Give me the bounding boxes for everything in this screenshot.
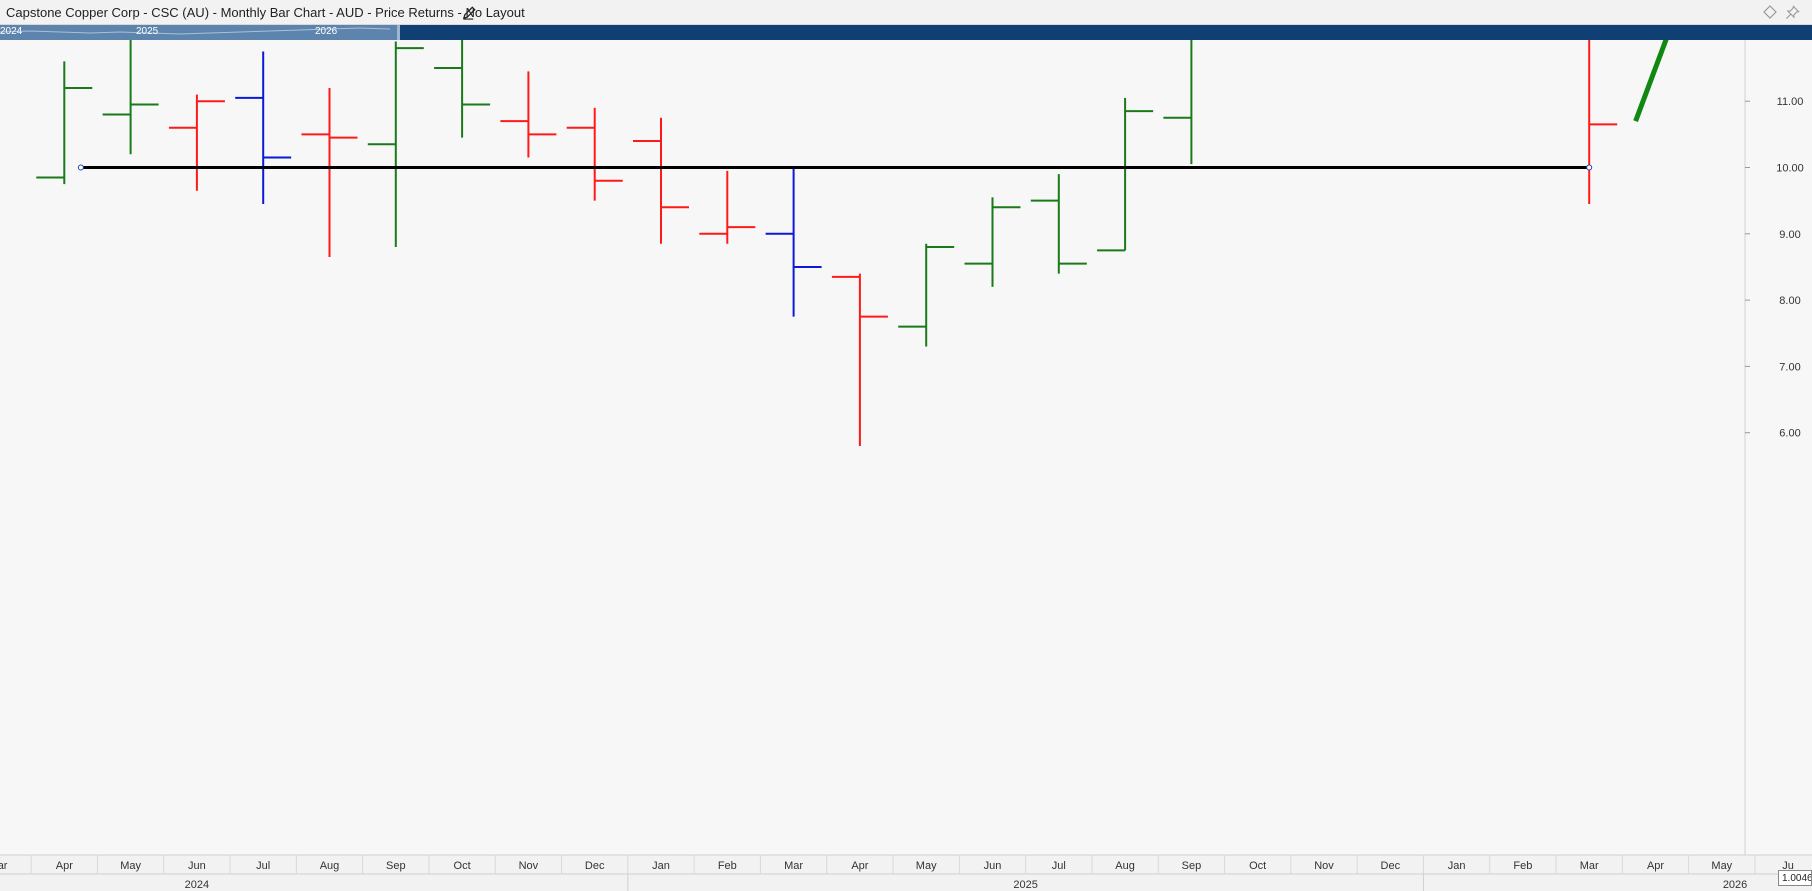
navigator-sparkline: [0, 27, 391, 35]
x-month-label: May: [120, 860, 141, 872]
ohlc-bar[interactable]: [633, 117, 689, 244]
x-year-label: 2025: [1013, 879, 1037, 891]
navigator-label-2024: 2024: [0, 26, 23, 37]
y-tick-label: 10.00: [1776, 163, 1804, 175]
support-line-handle-start[interactable]: [77, 164, 84, 171]
ohlc-bar[interactable]: [765, 167, 822, 317]
navigator-label-2026: 2026: [315, 26, 338, 37]
current-price-label: 1.0046: [1778, 870, 1812, 886]
x-month-label: Nov: [519, 860, 539, 872]
time-axis: Mar Apr May Jun Jul Aug Sep Oct Nov Dec Jan Feb Mar A…: [0, 854, 1812, 891]
x-month-label: Jun: [188, 860, 206, 872]
ohlc-bar[interactable]: [235, 51, 292, 204]
ohlc-bar[interactable]: [1030, 174, 1087, 274]
x-month-label: Sep: [1182, 860, 1202, 872]
y-tick-label: 6.00: [1779, 428, 1800, 440]
x-month-label: Jan: [652, 860, 670, 872]
price-axis: 6.007.008.009.0010.0011.0012.0013.0014.0…: [1744, 40, 1804, 855]
x-month-label: Feb: [718, 860, 737, 872]
support-line[interactable]: [77, 164, 1593, 171]
x-month-label: Mar: [784, 860, 803, 872]
ohlc-bar[interactable]: [964, 197, 1021, 287]
x-month-label: Mar: [0, 860, 8, 872]
ohlc-bar[interactable]: [168, 94, 225, 191]
ohlc-bar[interactable]: [566, 107, 623, 201]
x-month-label: May: [1711, 860, 1732, 872]
ohlc-bar[interactable]: [367, 41, 424, 248]
x-month-label: Sep: [386, 860, 406, 872]
chart-title: Capstone Copper Corp - CSC (AU) - Monthl…: [6, 5, 525, 20]
x-month-label: Jan: [1448, 860, 1466, 872]
y-tick-label: 7.00: [1779, 361, 1800, 373]
x-month-label: Oct: [454, 860, 471, 872]
navigator-handle[interactable]: [397, 25, 400, 40]
ohlc-bar[interactable]: [1163, 40, 1219, 165]
x-year-label: 2026: [1723, 879, 1747, 891]
x-year-label: 2024: [185, 879, 209, 891]
navigator-window[interactable]: 2024 2025 2026: [0, 25, 400, 40]
ohlc-bar[interactable]: [1561, 40, 1618, 204]
x-month-label: Apr: [851, 860, 868, 872]
x-month-label: Jul: [1052, 860, 1066, 872]
x-month-label: Jun: [984, 860, 1002, 872]
x-month-label: Oct: [1249, 860, 1266, 872]
ohlc-bar[interactable]: [434, 40, 491, 138]
ohlc-bar[interactable]: [36, 61, 93, 185]
ohlc-chart[interactable]: 6.007.008.009.0010.0011.0012.0013.0014.0…: [0, 40, 1812, 891]
ohlc-bar[interactable]: [898, 243, 955, 347]
trend-arrow-shaft: [1633, 40, 1669, 122]
ohlc-bar[interactable]: [1097, 97, 1154, 252]
x-month-label: Apr: [1647, 860, 1664, 872]
ohlc-bar[interactable]: [500, 71, 557, 158]
y-tick-label: 8.00: [1779, 295, 1800, 307]
x-month-label: Dec: [1381, 860, 1401, 872]
x-month-label: Dec: [585, 860, 605, 872]
y-tick-label: 9.00: [1779, 229, 1800, 241]
x-month-label: Apr: [56, 860, 73, 872]
y-tick-label: 12.00: [1776, 40, 1804, 42]
price-bars: [36, 40, 1618, 446]
x-month-label: Nov: [1314, 860, 1334, 872]
ohlc-bar[interactable]: [831, 273, 888, 446]
timeline-navigator[interactable]: 2024 2025 2026: [0, 25, 1812, 40]
annotations: [77, 40, 1740, 171]
x-month-label: Ju: [1782, 860, 1794, 872]
trend-arrow[interactable]: [1633, 40, 1740, 122]
x-month-label: May: [916, 860, 937, 872]
diamond-icon[interactable]: [1763, 5, 1777, 19]
ohlc-bar[interactable]: [301, 87, 358, 258]
chart-title-bar: Capstone Copper Corp - CSC (AU) - Monthl…: [0, 0, 1812, 25]
x-month-label: Aug: [320, 860, 340, 872]
x-month-label: Jul: [256, 860, 270, 872]
x-month-label: Mar: [1580, 860, 1599, 872]
ohlc-bar[interactable]: [699, 170, 756, 244]
ohlc-bar[interactable]: [102, 40, 159, 155]
pencil-icon[interactable]: [462, 5, 477, 20]
pin-icon[interactable]: [1785, 5, 1800, 20]
x-axis-background: [0, 855, 1812, 891]
x-month-label: Aug: [1115, 860, 1135, 872]
y-tick-label: 11.00: [1777, 96, 1804, 108]
navigator-label-2025: 2025: [136, 26, 159, 37]
x-month-label: Feb: [1513, 860, 1532, 872]
support-line-handle-end[interactable]: [1586, 164, 1593, 171]
